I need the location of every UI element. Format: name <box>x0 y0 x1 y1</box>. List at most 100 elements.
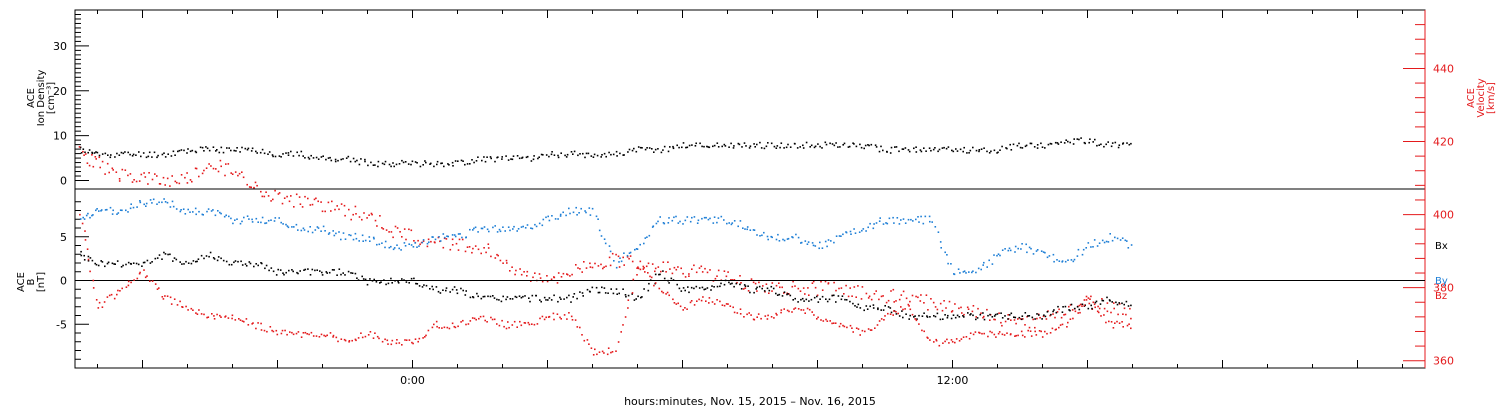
bz-point <box>501 319 503 322</box>
velocity-point <box>388 231 390 233</box>
density-point <box>802 147 805 149</box>
velocity-point <box>1123 307 1126 310</box>
by-point <box>635 298 637 300</box>
by-point <box>1091 307 1093 310</box>
bz-point <box>1114 322 1116 324</box>
density-point <box>930 149 932 152</box>
bx-point <box>675 215 677 218</box>
bx-point <box>492 226 494 229</box>
bz-point <box>974 331 977 333</box>
density-point <box>272 155 274 158</box>
density-point <box>579 153 581 155</box>
bx-point <box>940 247 942 249</box>
density-point <box>651 148 653 150</box>
velocity-point <box>609 264 612 267</box>
bz-point <box>914 318 916 320</box>
bz-point <box>496 323 498 325</box>
by-point <box>711 285 713 287</box>
density-point <box>681 146 683 149</box>
bx-point <box>207 208 210 210</box>
bz-point <box>401 344 403 346</box>
density-point <box>1024 145 1027 148</box>
density-point <box>194 150 197 153</box>
bz-point <box>181 306 184 308</box>
velocity-point <box>376 225 378 227</box>
by-point <box>380 281 382 283</box>
velocity-point <box>716 275 718 277</box>
bz-point <box>484 319 486 322</box>
velocity-point <box>900 294 903 296</box>
bx-point <box>348 234 350 236</box>
density-point <box>471 159 473 161</box>
by-point <box>245 265 248 267</box>
bx-point <box>1130 244 1133 246</box>
velocity-point <box>662 261 665 263</box>
by-point <box>397 282 400 284</box>
bx-point <box>634 248 636 251</box>
bz-point <box>263 329 266 332</box>
bx-point <box>251 221 254 223</box>
density-point <box>167 153 169 155</box>
velocity-point <box>847 295 850 298</box>
density-point <box>565 156 568 158</box>
bz-point <box>390 343 393 346</box>
by-point <box>524 295 526 297</box>
density-point <box>300 150 303 153</box>
density-point <box>512 155 515 157</box>
density-point <box>867 144 869 146</box>
bz-point <box>826 320 829 322</box>
velocity-point <box>382 228 385 230</box>
velocity-point <box>887 299 890 302</box>
density-point <box>972 146 974 149</box>
by-point <box>716 285 719 288</box>
bx-point <box>509 229 511 232</box>
bz-point <box>677 302 679 305</box>
bx-point <box>270 219 272 221</box>
density-point <box>377 165 379 168</box>
bz-point <box>723 304 726 307</box>
density-point <box>915 151 918 153</box>
velocity-point <box>334 208 336 211</box>
velocity-point <box>764 291 766 293</box>
bx-point <box>243 216 245 219</box>
velocity-point <box>336 205 338 207</box>
velocity-point <box>821 289 824 291</box>
bx-point <box>143 203 145 206</box>
bx-point <box>119 209 122 211</box>
bz-point <box>435 320 438 323</box>
bz-point <box>1081 305 1083 307</box>
bx-point <box>562 211 564 214</box>
bz-point <box>884 315 886 317</box>
bz-point <box>335 336 338 339</box>
bz-point <box>1054 329 1057 331</box>
density-point <box>349 160 352 163</box>
by-point <box>366 283 369 286</box>
velocity-point <box>451 238 454 241</box>
velocity-point <box>272 198 274 201</box>
velocity-point <box>920 294 922 296</box>
density-point <box>753 143 755 145</box>
velocity-point <box>639 260 642 263</box>
by-point <box>181 263 183 265</box>
bx-point <box>1007 249 1010 252</box>
by-point <box>95 263 98 266</box>
bx-point <box>212 209 214 211</box>
density-point <box>805 141 808 144</box>
bz-point <box>302 332 305 334</box>
by-point <box>154 257 157 260</box>
bz-point <box>381 340 384 343</box>
velocity-point <box>499 259 502 262</box>
by-point <box>187 262 190 264</box>
velocity-point <box>566 273 569 276</box>
by-point <box>789 294 792 297</box>
bz-point <box>911 313 914 316</box>
bx-point <box>869 222 871 225</box>
bz-point <box>1014 335 1016 337</box>
bz-point <box>280 332 283 335</box>
by-point <box>797 301 799 303</box>
bx-point <box>187 208 189 211</box>
by-point <box>375 281 378 283</box>
density-point <box>1110 145 1113 148</box>
density-point <box>810 144 813 147</box>
density-point <box>723 143 726 146</box>
